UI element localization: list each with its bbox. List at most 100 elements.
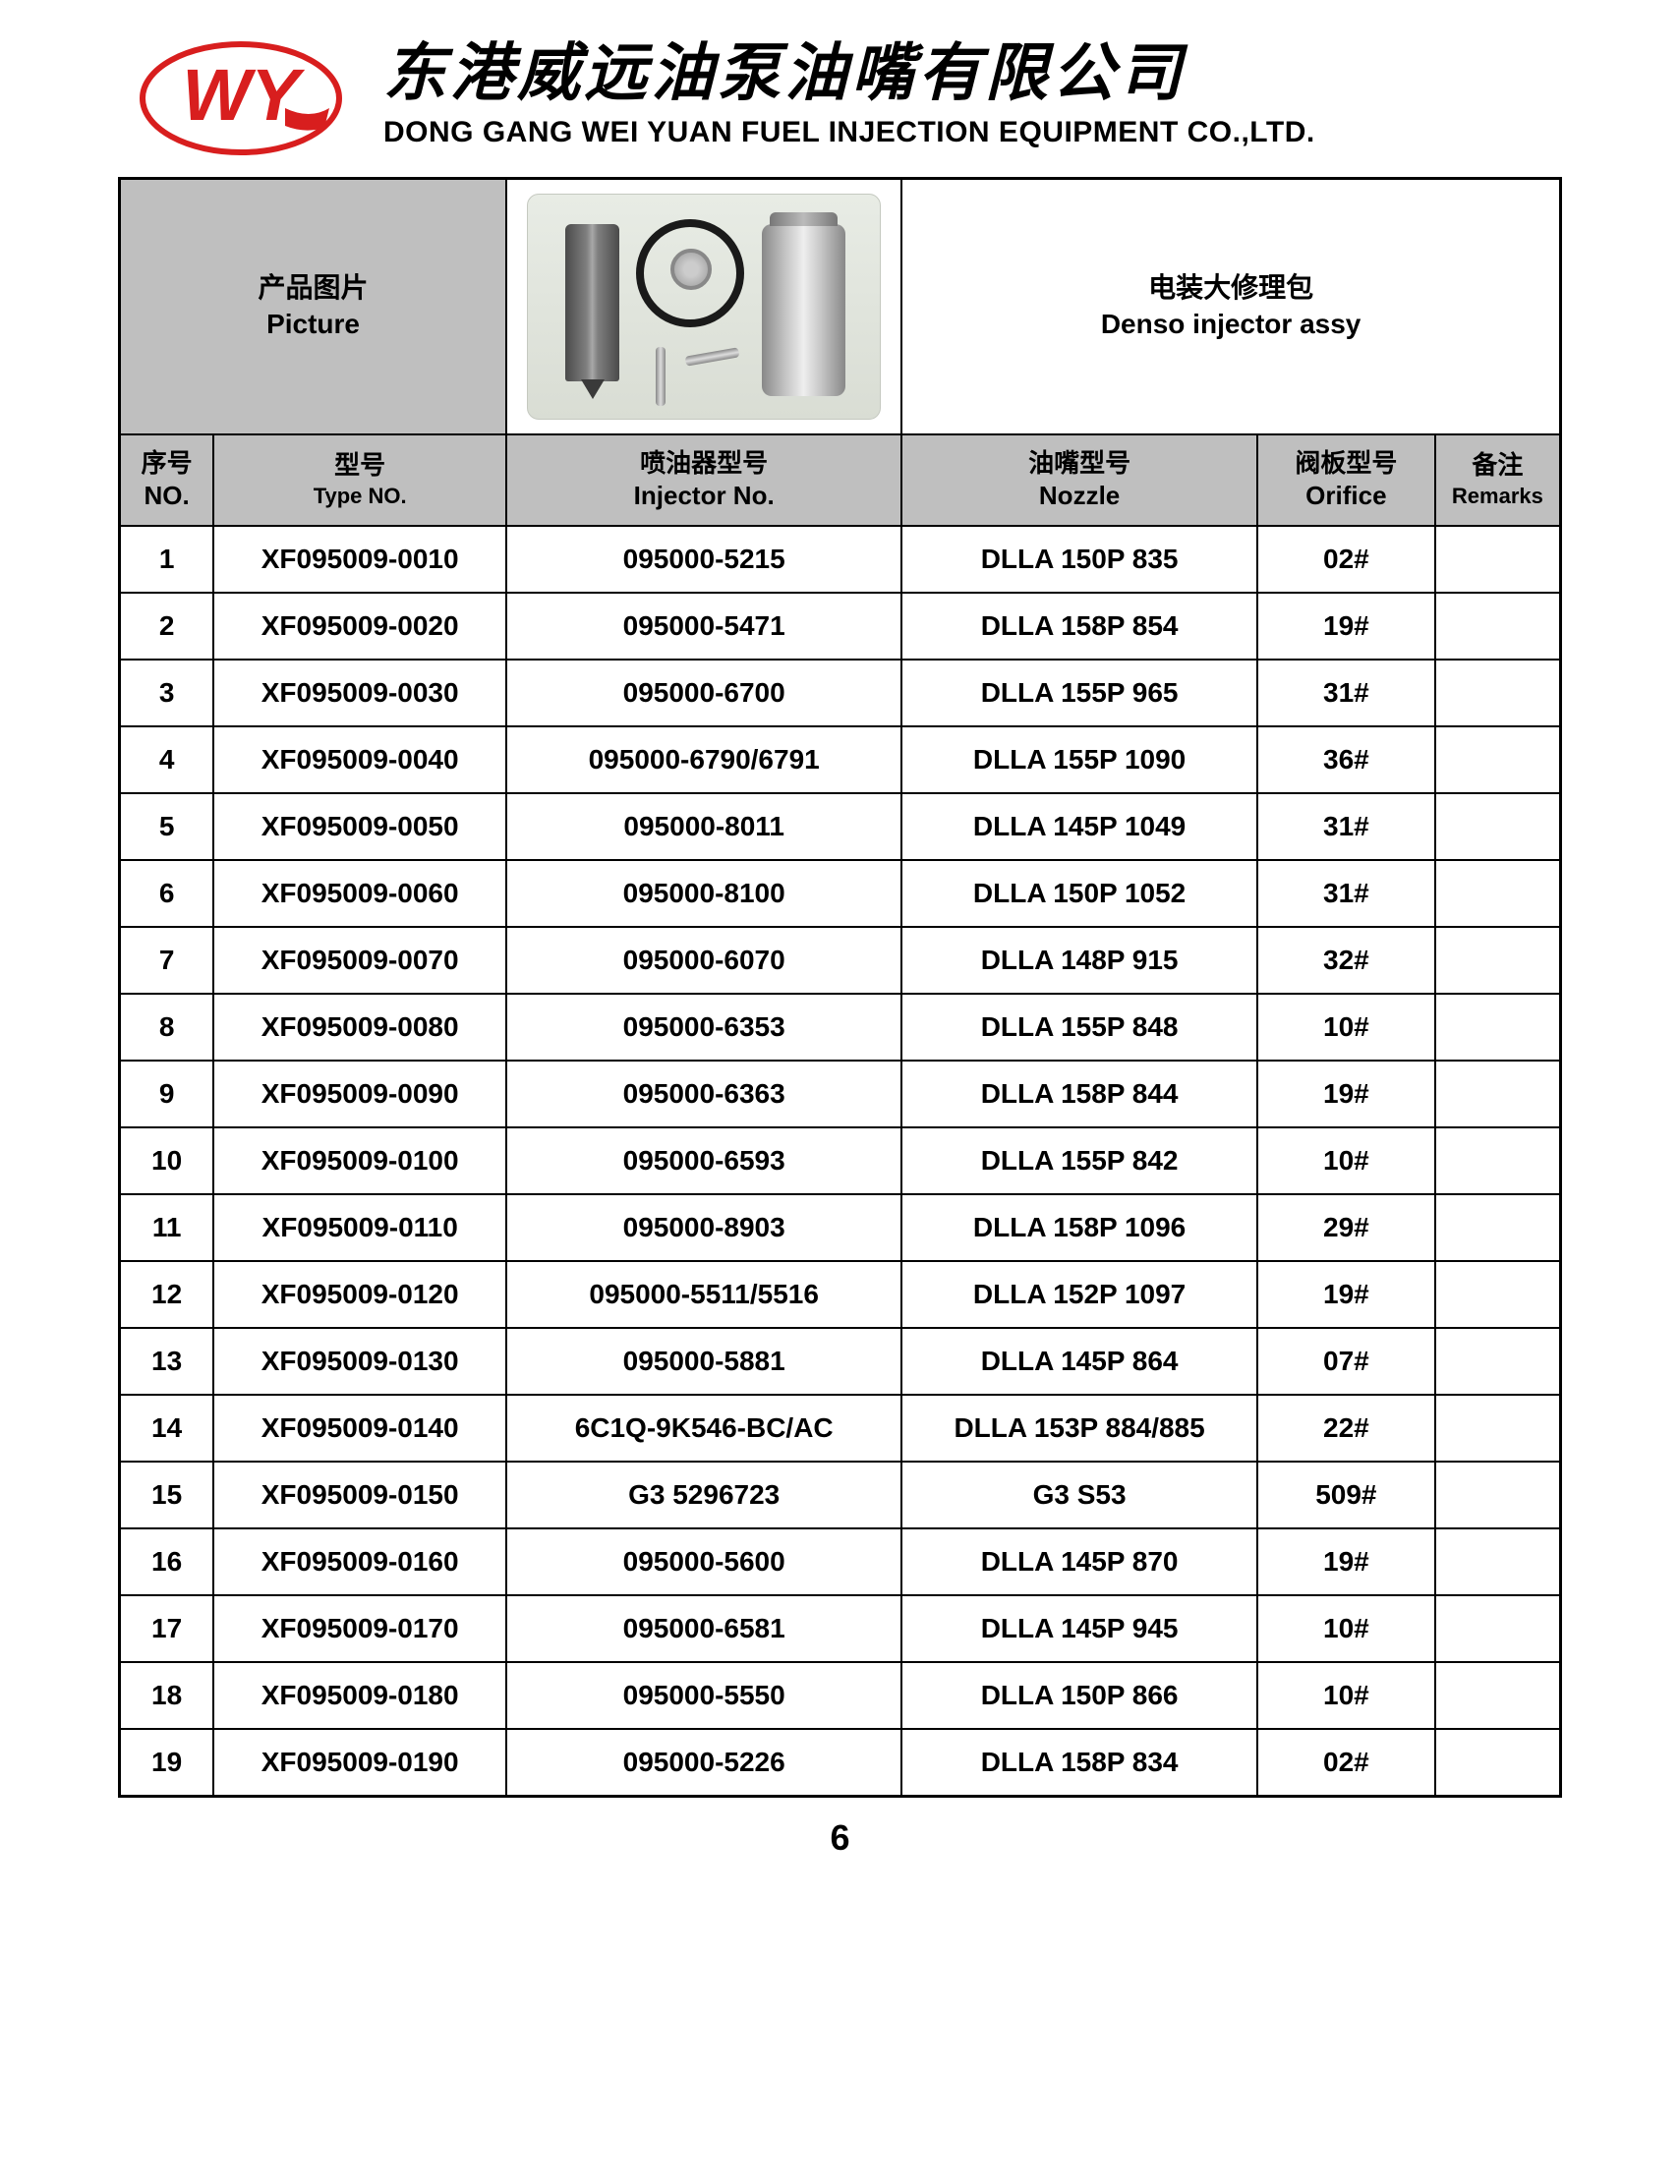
cell-no: 17	[120, 1595, 214, 1662]
cell-type: XF095009-0140	[213, 1395, 506, 1462]
cell-no: 14	[120, 1395, 214, 1462]
cell-remarks	[1435, 1729, 1561, 1796]
table-row: 11XF095009-0110095000-8903DLLA 158P 1096…	[120, 1194, 1561, 1261]
table-row: 19XF095009-0190095000-5226DLLA 158P 8340…	[120, 1729, 1561, 1796]
cell-remarks	[1435, 660, 1561, 726]
cell-orifice: 10#	[1257, 1595, 1435, 1662]
cell-no: 2	[120, 593, 214, 660]
header-type-cn: 型号	[220, 449, 499, 483]
cell-remarks	[1435, 1462, 1561, 1528]
header-type-en: Type NO.	[220, 483, 499, 511]
cell-type: XF095009-0090	[213, 1061, 506, 1127]
company-logo: WY	[138, 39, 344, 157]
cell-type: XF095009-0100	[213, 1127, 506, 1194]
table-row: 14XF095009-01406C1Q-9K546-BC/ACDLLA 153P…	[120, 1395, 1561, 1462]
page-number: 6	[118, 1817, 1562, 1859]
cell-type: XF095009-0030	[213, 660, 506, 726]
cell-nozzle: DLLA 155P 965	[901, 660, 1257, 726]
cell-injector: 095000-6593	[506, 1127, 901, 1194]
cell-injector: 095000-5511/5516	[506, 1261, 901, 1328]
cell-type: XF095009-0110	[213, 1194, 506, 1261]
cell-nozzle: DLLA 145P 864	[901, 1328, 1257, 1395]
picture-row: 产品图片 Picture 电装大修理包 Denso injector assy	[120, 179, 1561, 434]
cell-nozzle: DLLA 145P 945	[901, 1595, 1257, 1662]
picture-label-en: Picture	[127, 307, 499, 342]
cell-no: 8	[120, 994, 214, 1061]
cell-injector: 095000-5226	[506, 1729, 901, 1796]
cell-no: 1	[120, 526, 214, 593]
table-row: 17XF095009-0170095000-6581DLLA 145P 9451…	[120, 1595, 1561, 1662]
cell-nozzle: DLLA 145P 1049	[901, 793, 1257, 860]
table-row: 7XF095009-0070095000-6070DLLA 148P 91532…	[120, 927, 1561, 994]
cell-injector: 095000-5471	[506, 593, 901, 660]
picture-label-cn: 产品图片	[127, 270, 499, 306]
cell-orifice: 31#	[1257, 793, 1435, 860]
cell-type: XF095009-0020	[213, 593, 506, 660]
pin-b-icon	[685, 347, 740, 366]
company-name-en: DONG GANG WEI YUAN FUEL INJECTION EQUIPM…	[383, 116, 1562, 149]
cell-no: 13	[120, 1328, 214, 1395]
cell-orifice: 10#	[1257, 1662, 1435, 1729]
cell-remarks	[1435, 593, 1561, 660]
cell-type: XF095009-0060	[213, 860, 506, 927]
table-row: 16XF095009-0160095000-5600DLLA 145P 8701…	[120, 1528, 1561, 1595]
cell-no: 5	[120, 793, 214, 860]
company-name-cn: 东港威远油泵油嘴有限公司	[383, 39, 1562, 108]
cell-nozzle: DLLA 145P 870	[901, 1528, 1257, 1595]
company-title-block: 东港威远油泵油嘴有限公司 DONG GANG WEI YUAN FUEL INJ…	[383, 39, 1562, 149]
cell-no: 4	[120, 726, 214, 793]
cell-nozzle: DLLA 158P 834	[901, 1729, 1257, 1796]
product-image-cell	[506, 179, 901, 434]
cell-remarks	[1435, 1061, 1561, 1127]
cell-nozzle: DLLA 152P 1097	[901, 1261, 1257, 1328]
cell-orifice: 10#	[1257, 994, 1435, 1061]
cell-injector: 095000-5881	[506, 1328, 901, 1395]
table-row: 4XF095009-0040095000-6790/6791DLLA 155P …	[120, 726, 1561, 793]
table-header-row: 序号 NO. 型号 Type NO. 喷油器型号 Injector No. 油嘴…	[120, 434, 1561, 527]
header-nozzle: 油嘴型号 Nozzle	[901, 434, 1257, 527]
cell-remarks	[1435, 1595, 1561, 1662]
header-orifice-en: Orifice	[1264, 480, 1428, 513]
cell-no: 15	[120, 1462, 214, 1528]
cell-remarks	[1435, 1194, 1561, 1261]
cell-orifice: 19#	[1257, 1061, 1435, 1127]
cell-injector: 095000-5600	[506, 1528, 901, 1595]
table-row: 5XF095009-0050095000-8011DLLA 145P 10493…	[120, 793, 1561, 860]
header-remarks: 备注 Remarks	[1435, 434, 1561, 527]
table-row: 15XF095009-0150G3 5296723G3 S53509#	[120, 1462, 1561, 1528]
cell-remarks	[1435, 1127, 1561, 1194]
cell-injector: G3 5296723	[506, 1462, 901, 1528]
header-nozzle-en: Nozzle	[908, 480, 1250, 513]
header-orifice: 阀板型号 Orifice	[1257, 434, 1435, 527]
table-row: 6XF095009-0060095000-8100DLLA 150P 10523…	[120, 860, 1561, 927]
product-photo	[527, 194, 881, 420]
cell-nozzle: DLLA 150P 1052	[901, 860, 1257, 927]
cell-injector: 095000-5550	[506, 1662, 901, 1729]
cell-injector: 095000-6700	[506, 660, 901, 726]
cell-remarks	[1435, 927, 1561, 994]
cell-orifice: 19#	[1257, 1261, 1435, 1328]
cell-nozzle: DLLA 155P 848	[901, 994, 1257, 1061]
header-remarks-cn: 备注	[1442, 449, 1553, 483]
cell-orifice: 31#	[1257, 660, 1435, 726]
picture-label-cell: 产品图片 Picture	[120, 179, 507, 434]
picture-desc-cell: 电装大修理包 Denso injector assy	[901, 179, 1560, 434]
cell-remarks	[1435, 994, 1561, 1061]
cell-remarks	[1435, 860, 1561, 927]
cell-remarks	[1435, 1395, 1561, 1462]
nozzle-tip-icon	[565, 224, 619, 381]
cell-orifice: 02#	[1257, 526, 1435, 593]
cell-injector: 095000-8903	[506, 1194, 901, 1261]
cell-orifice: 19#	[1257, 1528, 1435, 1595]
cell-no: 16	[120, 1528, 214, 1595]
cell-no: 11	[120, 1194, 214, 1261]
cell-no: 19	[120, 1729, 214, 1796]
cell-injector: 6C1Q-9K546-BC/AC	[506, 1395, 901, 1462]
cell-orifice: 32#	[1257, 927, 1435, 994]
cell-nozzle: DLLA 150P 835	[901, 526, 1257, 593]
cell-type: XF095009-0070	[213, 927, 506, 994]
cell-type: XF095009-0150	[213, 1462, 506, 1528]
cell-orifice: 02#	[1257, 1729, 1435, 1796]
cell-type: XF095009-0080	[213, 994, 506, 1061]
cell-injector: 095000-6790/6791	[506, 726, 901, 793]
